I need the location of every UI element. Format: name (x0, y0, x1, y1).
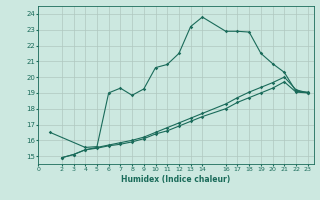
X-axis label: Humidex (Indice chaleur): Humidex (Indice chaleur) (121, 175, 231, 184)
